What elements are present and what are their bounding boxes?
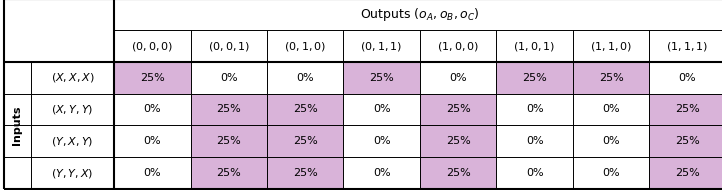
- Bar: [31, 157, 114, 189]
- Bar: [573, 125, 649, 157]
- Text: 0%: 0%: [526, 168, 544, 178]
- Text: 25%: 25%: [445, 136, 471, 146]
- Bar: [191, 157, 267, 189]
- Bar: [497, 125, 573, 157]
- Bar: [267, 125, 344, 157]
- Text: 25%: 25%: [293, 168, 318, 178]
- Bar: [497, 157, 573, 189]
- Bar: [191, 62, 267, 93]
- Text: 25%: 25%: [217, 136, 241, 146]
- Text: 25%: 25%: [675, 168, 700, 178]
- Bar: [497, 30, 573, 62]
- Bar: [497, 62, 573, 93]
- Text: 25%: 25%: [675, 136, 700, 146]
- Bar: [31, 62, 114, 93]
- Bar: [649, 125, 722, 157]
- Text: $(0,0,1)$: $(0,0,1)$: [207, 40, 250, 53]
- Text: 0%: 0%: [144, 168, 161, 178]
- Text: 25%: 25%: [370, 73, 394, 83]
- Text: 0%: 0%: [373, 105, 391, 115]
- Text: 0%: 0%: [144, 136, 161, 146]
- Text: $(0,1,1)$: $(0,1,1)$: [360, 40, 403, 53]
- Bar: [114, 125, 191, 157]
- Bar: [191, 93, 267, 125]
- Bar: [191, 125, 267, 157]
- Bar: [420, 157, 497, 189]
- Bar: [344, 157, 420, 189]
- Bar: [4, 62, 31, 189]
- Text: 25%: 25%: [599, 73, 623, 83]
- Bar: [420, 62, 497, 93]
- Text: 25%: 25%: [445, 168, 471, 178]
- Text: 0%: 0%: [602, 168, 620, 178]
- Text: 0%: 0%: [220, 73, 238, 83]
- Text: 25%: 25%: [293, 105, 318, 115]
- Bar: [267, 30, 344, 62]
- Bar: [267, 93, 344, 125]
- Text: 25%: 25%: [217, 168, 241, 178]
- Text: $(0,1,0)$: $(0,1,0)$: [284, 40, 326, 53]
- Text: 0%: 0%: [373, 136, 391, 146]
- Text: Outputs $(o_A, o_B, o_C)$: Outputs $(o_A, o_B, o_C)$: [360, 6, 479, 23]
- Bar: [114, 0, 722, 30]
- Text: $(1,0,1)$: $(1,0,1)$: [513, 40, 556, 53]
- Text: 0%: 0%: [602, 136, 620, 146]
- Bar: [31, 93, 114, 125]
- Text: 0%: 0%: [449, 73, 467, 83]
- Bar: [114, 93, 191, 125]
- Bar: [573, 157, 649, 189]
- Bar: [420, 125, 497, 157]
- Bar: [497, 93, 573, 125]
- Text: 0%: 0%: [144, 105, 161, 115]
- Bar: [420, 93, 497, 125]
- Text: 0%: 0%: [526, 105, 544, 115]
- Text: 25%: 25%: [522, 73, 547, 83]
- Bar: [344, 62, 420, 93]
- Text: $(X,Y,Y)$: $(X,Y,Y)$: [51, 103, 94, 116]
- Bar: [649, 93, 722, 125]
- Text: $(1,1,1)$: $(1,1,1)$: [666, 40, 709, 53]
- Text: 0%: 0%: [297, 73, 314, 83]
- Bar: [114, 30, 191, 62]
- Bar: [267, 157, 344, 189]
- Bar: [114, 157, 191, 189]
- Bar: [649, 62, 722, 93]
- Text: $(Y,Y,X)$: $(Y,Y,X)$: [51, 167, 94, 180]
- Bar: [344, 125, 420, 157]
- Text: 25%: 25%: [675, 105, 700, 115]
- Bar: [573, 93, 649, 125]
- Text: $(X,X,X)$: $(X,X,X)$: [51, 71, 95, 84]
- Text: 0%: 0%: [679, 73, 696, 83]
- Text: 25%: 25%: [445, 105, 471, 115]
- Text: $(1,1,0)$: $(1,1,0)$: [590, 40, 632, 53]
- Bar: [649, 30, 722, 62]
- Text: $(1,0,0)$: $(1,0,0)$: [437, 40, 479, 53]
- Text: 0%: 0%: [526, 136, 544, 146]
- Text: $(Y,X,Y)$: $(Y,X,Y)$: [51, 135, 94, 148]
- Bar: [31, 125, 114, 157]
- Text: 25%: 25%: [293, 136, 318, 146]
- Bar: [114, 62, 191, 93]
- Bar: [573, 62, 649, 93]
- Text: 25%: 25%: [217, 105, 241, 115]
- Bar: [267, 62, 344, 93]
- Text: 25%: 25%: [140, 73, 165, 83]
- Text: 0%: 0%: [602, 105, 620, 115]
- Text: $(0,0,0)$: $(0,0,0)$: [131, 40, 173, 53]
- Bar: [573, 30, 649, 62]
- Bar: [344, 30, 420, 62]
- Bar: [344, 93, 420, 125]
- Text: 0%: 0%: [373, 168, 391, 178]
- Bar: [4, 0, 114, 62]
- Text: Inputs: Inputs: [12, 106, 22, 145]
- Bar: [191, 30, 267, 62]
- Bar: [420, 30, 497, 62]
- Bar: [649, 157, 722, 189]
